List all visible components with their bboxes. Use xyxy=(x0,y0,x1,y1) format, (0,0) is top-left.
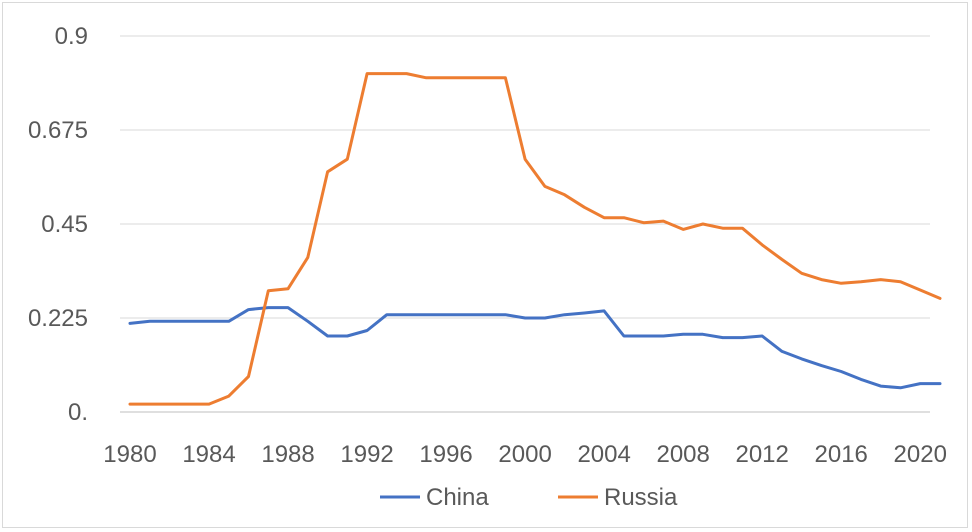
legend-label-china: China xyxy=(426,484,489,511)
x-tick-label: 1980 xyxy=(103,441,156,468)
x-axis-tick-labels: 1980 1984 1988 1992 1996 2000 2004 2008 2012 2016… xyxy=(103,441,947,468)
y-tick-label: 0. xyxy=(68,399,88,426)
x-tick-label: 1996 xyxy=(419,441,472,468)
y-tick-label: 0.225 xyxy=(28,305,88,332)
x-tick-label: 2016 xyxy=(815,441,868,468)
y-tick-label: 0.9 xyxy=(55,23,88,50)
x-tick-label: 2008 xyxy=(656,441,709,468)
x-tick-label: 1988 xyxy=(261,441,314,468)
gridlines xyxy=(120,35,930,413)
y-tick-label: 0.675 xyxy=(28,117,88,144)
series-line-china xyxy=(128,306,942,390)
legend-label-russia: Russia xyxy=(604,484,678,511)
y-tick-label: 0.45 xyxy=(41,211,88,238)
x-tick-label: 2020 xyxy=(894,441,947,468)
series-lines xyxy=(128,72,942,406)
x-tick-label: 1984 xyxy=(182,441,235,468)
series-line-russia xyxy=(128,72,942,406)
legend: China Russia xyxy=(380,484,678,511)
x-tick-label: 1992 xyxy=(340,441,393,468)
y-axis-tick-labels: 0. 0.225 0.45 0.675 0.9 xyxy=(28,23,88,426)
x-tick-label: 2004 xyxy=(577,441,630,468)
x-tick-label: 2000 xyxy=(498,441,551,468)
x-tick-label: 2012 xyxy=(735,441,788,468)
